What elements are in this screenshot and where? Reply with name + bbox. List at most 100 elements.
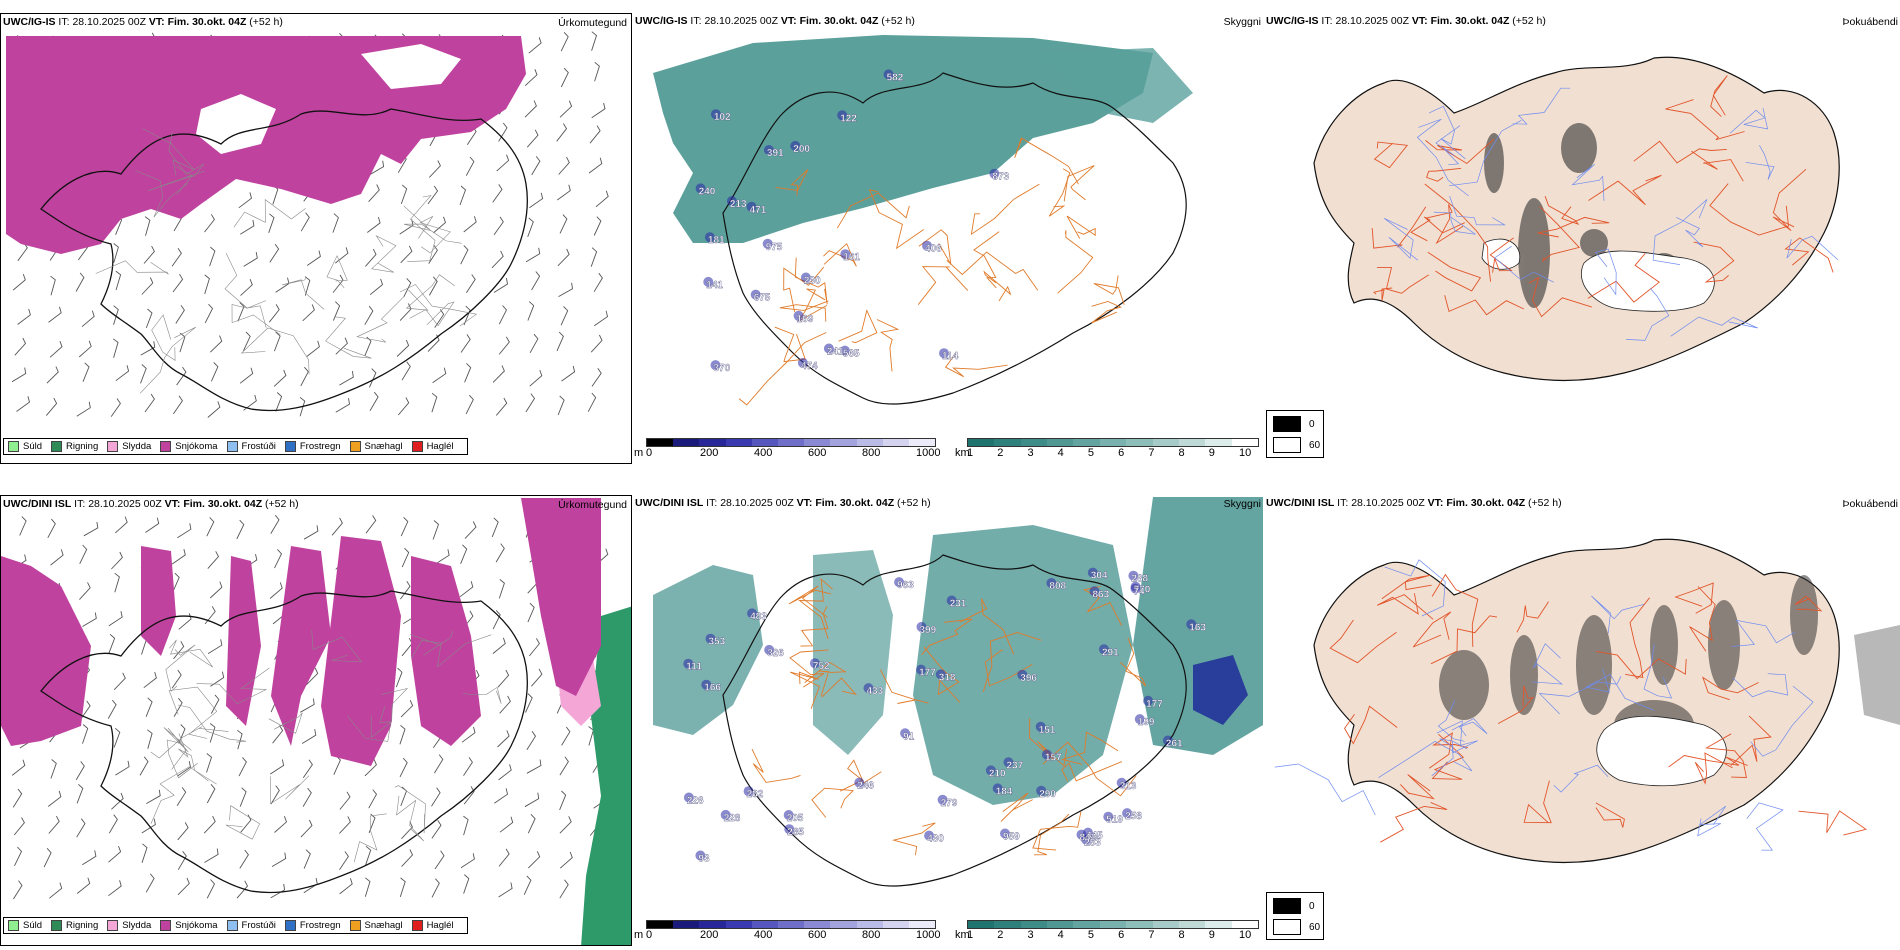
wind-barb	[529, 369, 543, 387]
network-line	[1091, 301, 1123, 324]
road-network	[1371, 75, 1834, 318]
vt-value: Fim. 30.okt. 04Z	[1446, 497, 1526, 509]
wind-barb	[12, 273, 26, 291]
cloud-base-dot	[1036, 785, 1047, 796]
wind-barb	[428, 160, 441, 178]
wind-barb	[593, 272, 603, 292]
wind-barb	[43, 847, 52, 868]
wind-barb	[171, 247, 182, 267]
cloud-base-dot	[985, 765, 996, 776]
cloud-base-label: 565	[843, 349, 860, 360]
wind-barb	[176, 787, 187, 807]
model-name: UWC/IG-IS	[3, 16, 56, 28]
wind-barb	[400, 580, 411, 600]
snow-area	[1, 556, 91, 746]
legend-label: Rigning	[66, 441, 99, 452]
cloud-base-dot	[823, 343, 834, 354]
wind-barb	[78, 340, 92, 358]
precip-title: Úrkomutegund	[558, 17, 627, 29]
visibility-panel-bottom: 290 399 261 258 228 353 445 959 177 291 246 151 752 2…	[633, 495, 1263, 946]
legend-item: Súld	[8, 441, 42, 452]
wind-barb	[460, 245, 469, 265]
snow-hole	[361, 44, 461, 89]
cloud-base-dot	[726, 196, 737, 206]
wind-barb	[335, 247, 349, 264]
fog-legend-swatch	[1273, 416, 1301, 432]
wind-barb	[75, 761, 85, 781]
wind-barb	[463, 815, 469, 836]
fog-legend-swatch	[1273, 437, 1301, 453]
cloud-base-label: 199	[1138, 717, 1155, 728]
model-name: UWC/IG-IS	[635, 15, 688, 27]
scale-tick: 6	[1118, 447, 1125, 459]
wind-barb	[271, 852, 287, 867]
wind-barb	[368, 789, 378, 809]
legend-swatch	[226, 441, 238, 452]
wind-barb	[177, 523, 192, 539]
wind-barb	[525, 393, 536, 413]
network-line	[1410, 216, 1465, 242]
network-line	[1451, 718, 1488, 737]
wind-barb	[301, 729, 317, 744]
legend-label: Frostúði	[241, 920, 276, 931]
cloud-base-label: 474	[801, 361, 818, 372]
wind-barb	[273, 331, 281, 352]
wind-barb	[463, 305, 471, 326]
visibility-panel-top: 474 370 582 391 471 241 213 406 114 169 141 240 675 1…	[633, 13, 1263, 464]
network-line	[1426, 204, 1464, 245]
wind-barb	[210, 671, 225, 687]
network-line	[982, 632, 1042, 693]
network-line	[151, 314, 176, 361]
cloud-base-dot	[1130, 583, 1141, 594]
precip-panel-top: UWC/IG-IS IT: 28.10.2025 00Z VT: Fim. 30…	[0, 13, 632, 464]
vt-label: VT:	[780, 15, 797, 27]
network-line	[1437, 700, 1465, 742]
wind-barb	[400, 786, 408, 807]
vt-value: Fim. 30.okt. 04Z	[167, 16, 247, 28]
wind-barb	[494, 788, 509, 804]
wind-barb	[172, 572, 180, 593]
wind-barb	[141, 818, 156, 834]
cloud-base-dot	[1017, 669, 1028, 680]
network-line	[879, 669, 929, 704]
cloud-base-label: 169	[797, 314, 814, 325]
cloud-base-label: 483	[750, 611, 767, 622]
network-line	[150, 726, 229, 759]
legend-item: Frostregn	[284, 920, 341, 931]
legend-label: Slydda	[122, 920, 152, 931]
vt-label: VT:	[796, 497, 813, 509]
legend-label: Snæhagl	[364, 920, 403, 931]
wind-barb	[302, 759, 313, 779]
cloud-base-dot	[1103, 811, 1114, 822]
header: UWC/IG-IS IT: 28.10.2025 00Z VT: Fim. 30…	[1266, 15, 1546, 27]
wind-barb	[239, 787, 247, 807]
cloud-base-dot	[840, 249, 851, 260]
network-line	[1093, 275, 1125, 305]
wind-barb	[594, 61, 600, 82]
wind-barb	[79, 582, 91, 600]
cloud-base-label: 102	[714, 112, 731, 123]
wind-barb	[274, 816, 288, 833]
cloud-base-dot	[710, 109, 721, 120]
cloud-base-label: 519	[1106, 815, 1123, 826]
cloud-base-label: 313	[1120, 781, 1137, 792]
wind-barb	[171, 669, 182, 689]
wind-barb	[498, 882, 513, 898]
model-name: UWC/DINI ISL	[3, 498, 72, 510]
wind-barb	[528, 37, 542, 54]
cloud-base-dot	[1089, 586, 1100, 597]
snow-area	[411, 556, 481, 746]
cloud-base-label: 285	[787, 827, 804, 838]
wind-barb	[431, 878, 440, 898]
wind-barb	[499, 816, 514, 833]
network-line	[946, 251, 1039, 291]
wind-barb	[112, 338, 119, 358]
wind-barb	[428, 245, 438, 264]
legend-swatch	[107, 920, 119, 931]
snow-area	[271, 546, 331, 746]
glacier-white	[1596, 715, 1727, 787]
network-line	[1745, 145, 1775, 180]
wind-barb	[491, 517, 499, 538]
network-line	[1553, 764, 1609, 793]
wind-barb	[427, 185, 439, 205]
